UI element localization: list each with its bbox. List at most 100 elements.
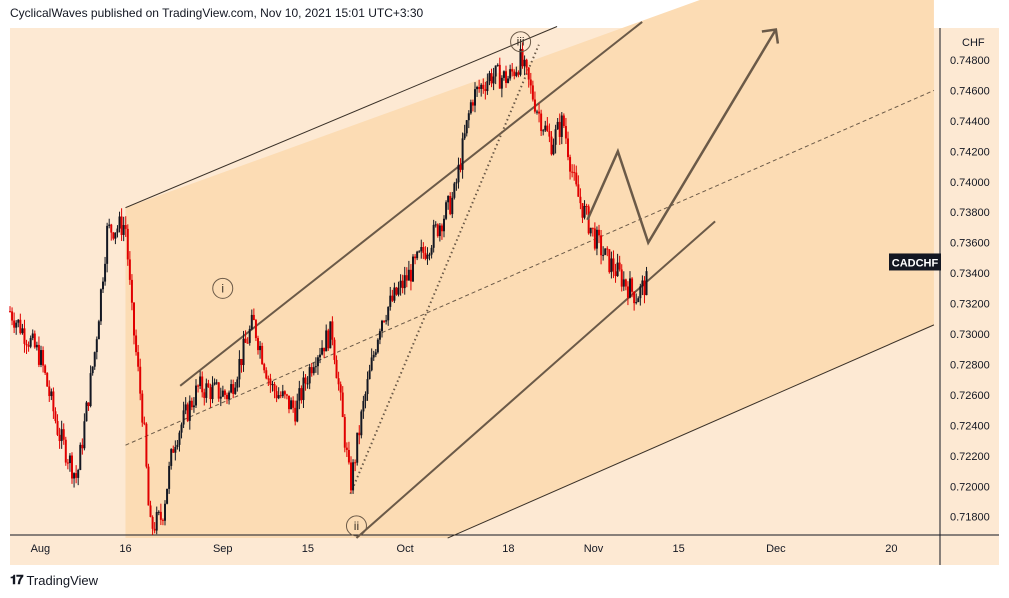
candle-body	[242, 338, 245, 366]
candle-body	[64, 439, 67, 463]
symbol-badge-text: CADCHF	[892, 257, 939, 269]
candle-body	[168, 465, 171, 489]
candle-body	[296, 400, 299, 422]
candle-body	[341, 392, 344, 418]
candle-body	[589, 227, 592, 234]
candle-body	[616, 262, 619, 277]
candle-body	[635, 302, 638, 304]
candle-body	[608, 249, 611, 273]
candle-body	[604, 248, 607, 255]
candle-body	[137, 352, 140, 367]
candle-body	[155, 512, 158, 531]
x-tick-label: Oct	[397, 543, 414, 555]
publish-attribution: CyclicalWaves published on TradingView.c…	[10, 6, 424, 20]
candle-body	[505, 71, 507, 83]
wave-label-ii: ii	[354, 519, 359, 533]
candle-body	[226, 394, 228, 400]
candle-body	[631, 278, 634, 292]
candle-body	[23, 328, 26, 344]
footer-brand[interactable]: 𝟏𝟕 TradingView	[10, 572, 98, 588]
candle-body	[445, 202, 448, 219]
wave-label-circle	[345, 515, 367, 537]
candle-body	[77, 469, 80, 478]
y-tick-label: 0.74400	[950, 116, 990, 128]
candle-body	[230, 384, 233, 393]
candle-body	[391, 295, 394, 301]
candle-body	[170, 449, 173, 466]
candle-body	[515, 72, 518, 76]
candle-body	[407, 269, 410, 281]
candle-body	[128, 259, 131, 280]
candle-body	[393, 287, 396, 301]
candle-body	[85, 402, 88, 422]
candle-body	[356, 432, 359, 463]
x-tick-label: Aug	[31, 543, 51, 555]
candle-body	[126, 228, 129, 260]
candle-body	[548, 131, 551, 137]
candle-body	[480, 84, 483, 89]
candle-body	[542, 130, 545, 132]
x-tick-label: Dec	[766, 543, 786, 555]
candle-body	[525, 59, 528, 68]
candle-body	[478, 86, 481, 89]
candle-body	[484, 88, 487, 92]
candle-body	[102, 281, 104, 290]
candle-body	[310, 367, 313, 374]
candle-body	[37, 344, 40, 365]
candle-body	[486, 81, 489, 92]
candle-body	[91, 366, 94, 374]
candle-body	[571, 171, 574, 173]
candle-body	[531, 85, 534, 100]
candle-body	[35, 344, 38, 348]
candle-body	[147, 466, 150, 506]
candle-body	[401, 280, 404, 289]
candle-body	[114, 232, 117, 239]
candle-body	[145, 423, 148, 467]
candle-body	[58, 434, 61, 442]
candle-body	[502, 71, 505, 78]
y-tick-label: 0.73200	[950, 299, 990, 311]
y-tick-label: 0.72200	[950, 451, 990, 463]
candle-body	[575, 172, 578, 185]
candle-body	[405, 275, 408, 281]
x-tick-label: Sep	[213, 543, 233, 555]
candle-body	[463, 133, 466, 139]
candle-body	[593, 228, 596, 249]
candle-body	[52, 391, 55, 412]
candle-body	[325, 330, 328, 352]
candle-body	[426, 254, 429, 259]
trendline-wave-iii-guide	[349, 44, 540, 495]
candle-body	[567, 138, 569, 158]
candle-body	[236, 379, 239, 388]
candle-body	[364, 394, 367, 401]
candle-body	[595, 229, 598, 249]
y-tick-label: 0.73400	[950, 268, 990, 280]
candle-body	[399, 280, 402, 288]
candle-body	[195, 385, 197, 406]
candle-body	[383, 320, 386, 322]
candle-body	[389, 295, 392, 307]
candle-body	[93, 352, 96, 367]
candle-body	[511, 69, 514, 72]
candle-body	[106, 225, 109, 264]
candle-body	[620, 269, 623, 287]
y-tick-label: 0.72000	[950, 481, 990, 493]
y-tick-label: 0.74800	[950, 55, 990, 67]
candle-body	[153, 528, 156, 531]
candle-body	[562, 115, 565, 126]
candle-body	[87, 402, 90, 407]
candle-body	[418, 251, 421, 253]
candle-body	[176, 444, 179, 448]
candle-body	[354, 462, 357, 464]
candle-body	[104, 263, 107, 282]
candle-body	[331, 321, 334, 340]
candle-body	[292, 400, 295, 408]
candle-body	[414, 256, 417, 259]
candle-body	[451, 197, 454, 215]
candle-body	[44, 365, 47, 373]
candle-body	[275, 391, 278, 399]
candle-body	[149, 505, 152, 517]
x-tick-label: 18	[502, 543, 514, 555]
candle-body	[362, 400, 365, 412]
